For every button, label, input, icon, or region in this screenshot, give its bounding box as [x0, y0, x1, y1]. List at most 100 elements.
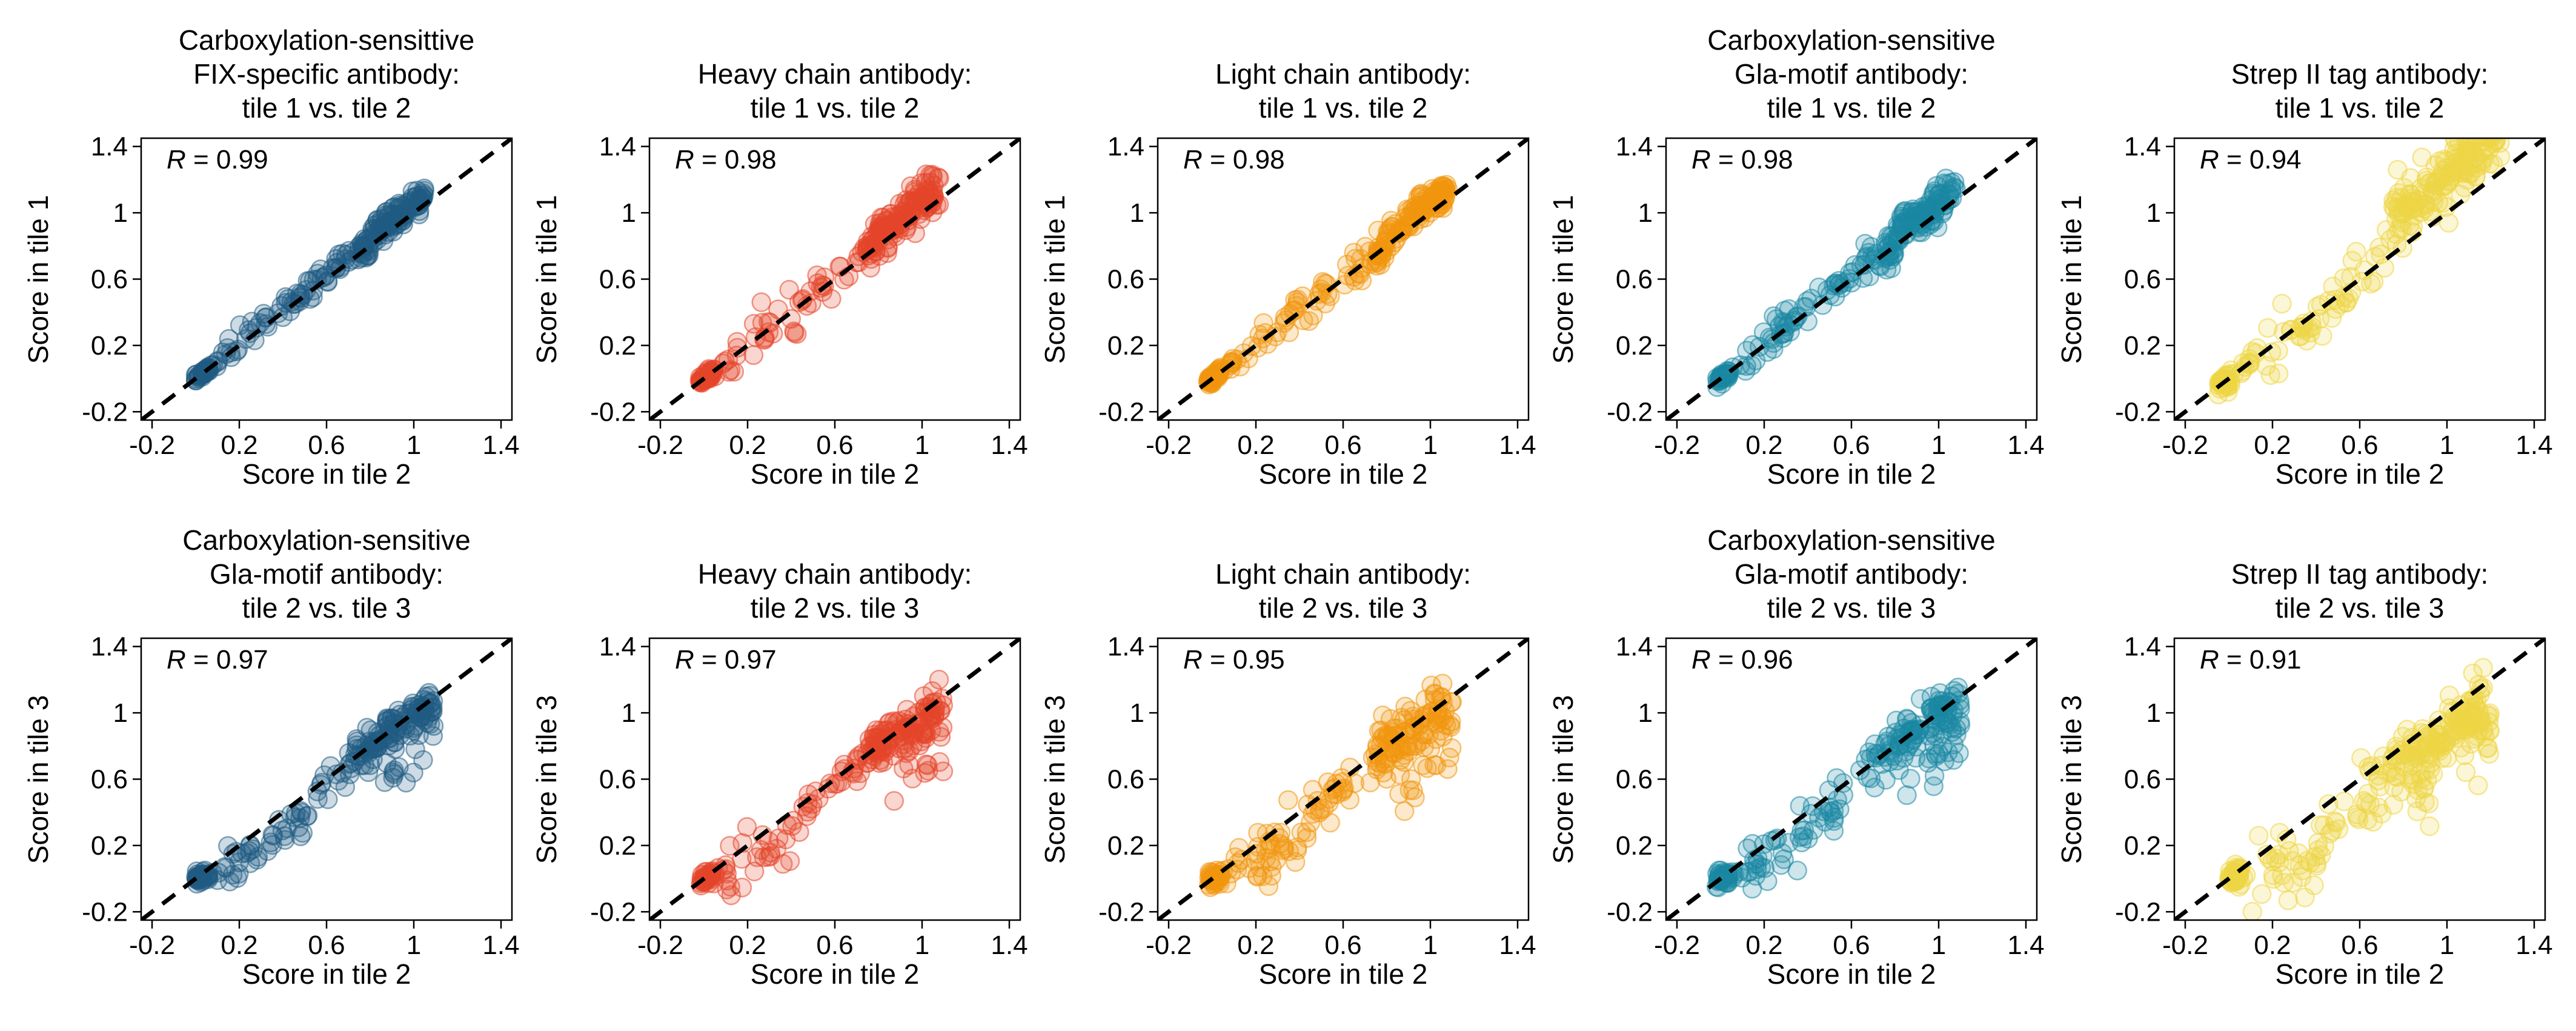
- data-point: [2278, 890, 2299, 910]
- data-point: [2336, 293, 2356, 313]
- data-point: [2325, 811, 2345, 832]
- data-point: [1918, 753, 1938, 773]
- data-point: [2420, 816, 2440, 836]
- x-tick-label: 0.6: [2341, 930, 2378, 960]
- data-point: [1939, 185, 1959, 205]
- y-tick-label: -0.2: [82, 897, 128, 927]
- data-point: [2252, 884, 2272, 904]
- data-point: [2457, 141, 2478, 161]
- data-point: [871, 219, 891, 239]
- y-tick-label: 0.6: [2124, 765, 2161, 795]
- data-point: [1790, 796, 1810, 816]
- x-tick-label: 1: [1931, 430, 1946, 460]
- data-point: [1914, 201, 1935, 221]
- x-tick-label: 0.2: [729, 930, 766, 960]
- identity-line: [2174, 638, 2545, 920]
- data-point: [1333, 772, 1353, 792]
- y-tick-label: -0.2: [1607, 897, 1653, 927]
- panel-title: Strep II tag antibody: tile 2 vs. tile 3: [2231, 558, 2489, 624]
- panel-title: Carboxylation-sensitive Gla-motif antibo…: [1707, 524, 1996, 624]
- y-tick-label: 1: [2146, 698, 2161, 728]
- correlation-label: R = 0.98: [675, 145, 777, 175]
- y-tick-label: 0.2: [599, 831, 636, 861]
- x-tick-label: 1: [1423, 930, 1438, 960]
- data-point: [1370, 735, 1391, 755]
- data-point: [2326, 812, 2346, 833]
- data-point: [2258, 318, 2278, 338]
- y-tick-label: 1.4: [599, 132, 636, 162]
- data-point: [800, 281, 820, 301]
- y-axis-label: Score in tile 3: [1547, 695, 1579, 864]
- data-point: [2468, 775, 2488, 795]
- x-axis-label: Score in tile 2: [2275, 458, 2445, 490]
- data-point: [720, 836, 740, 856]
- data-point: [1412, 730, 1432, 751]
- identity-line: [1158, 138, 1529, 420]
- correlation-label: R = 0.98: [1691, 145, 1793, 175]
- data-point: [2477, 738, 2497, 758]
- data-point: [737, 817, 757, 837]
- x-tick-label: 1: [407, 930, 421, 960]
- x-axis-label: Score in tile 2: [1258, 458, 1428, 490]
- data-point: [1253, 313, 1273, 333]
- identity-line: [1666, 638, 2037, 920]
- data-point: [786, 324, 807, 344]
- y-tick-label: 1.4: [1107, 632, 1144, 662]
- data-point: [1899, 210, 1920, 230]
- scatter-plot: -0.2 0.2 0.6 1 1.4 -0.2 0.2 0.6 1 1.4 R = 0.99: [82, 132, 519, 460]
- data-point: [408, 195, 428, 216]
- data-point: [2322, 308, 2342, 328]
- data-point: [878, 238, 898, 258]
- x-tick-label: 0.2: [729, 430, 766, 460]
- data-point: [1399, 207, 1419, 227]
- data-points: [1198, 175, 1458, 395]
- y-axis-label: Score in tile 1: [1547, 195, 1579, 364]
- data-point: [1866, 747, 1886, 768]
- x-tick-label: -0.2: [1654, 430, 1700, 460]
- y-tick-label: 0.6: [91, 265, 128, 295]
- data-point: [257, 841, 277, 861]
- identity-line: [141, 638, 512, 920]
- x-axis-label: Score in tile 2: [750, 958, 920, 990]
- correlation-label: R = 0.99: [167, 145, 268, 175]
- x-tick-label: 1.4: [991, 430, 1027, 460]
- data-point: [847, 771, 867, 792]
- data-point: [1406, 196, 1426, 216]
- data-point: [2262, 851, 2283, 872]
- data-point: [803, 794, 823, 814]
- x-tick-label: 1: [1931, 930, 1946, 960]
- x-axis-label: Score in tile 2: [1258, 958, 1428, 990]
- data-point: [1303, 305, 1323, 325]
- correlation-label: R = 0.96: [1691, 645, 1793, 675]
- data-point: [758, 312, 778, 332]
- data-point: [2468, 720, 2489, 741]
- y-tick-label: -0.2: [590, 897, 636, 927]
- correlation-label: R = 0.98: [1183, 145, 1285, 175]
- data-point: [2260, 365, 2281, 385]
- data-point: [2455, 762, 2476, 782]
- scatter-plot: -0.2 0.2 0.6 1 1.4 -0.2 0.2 0.6 1 1.4 R = 0.95: [1098, 632, 1536, 960]
- data-point: [1787, 860, 1807, 881]
- data-point: [406, 716, 426, 736]
- data-point: [789, 822, 809, 842]
- y-tick-label: 1: [1638, 198, 1653, 228]
- identity-line: [1666, 138, 2037, 420]
- x-tick-label: 0.2: [1745, 930, 1782, 960]
- x-tick-label: 1.4: [2007, 430, 2044, 460]
- data-point: [2408, 780, 2428, 800]
- y-tick-label: 0.2: [2124, 831, 2161, 861]
- x-tick-label: 1: [407, 430, 421, 460]
- data-point: [1876, 770, 1896, 790]
- y-tick-label: 1.4: [91, 132, 128, 162]
- data-points: [2219, 658, 2500, 920]
- x-tick-label: -0.2: [2162, 430, 2208, 460]
- data-point: [2474, 138, 2494, 145]
- data-point: [751, 292, 771, 312]
- x-tick-label: 0.6: [816, 930, 853, 960]
- y-tick-label: 0.2: [91, 331, 128, 361]
- y-tick-label: 0.2: [599, 331, 636, 361]
- y-tick-label: 1: [113, 198, 128, 228]
- data-point: [1935, 710, 1955, 730]
- x-tick-label: 1: [1423, 430, 1438, 460]
